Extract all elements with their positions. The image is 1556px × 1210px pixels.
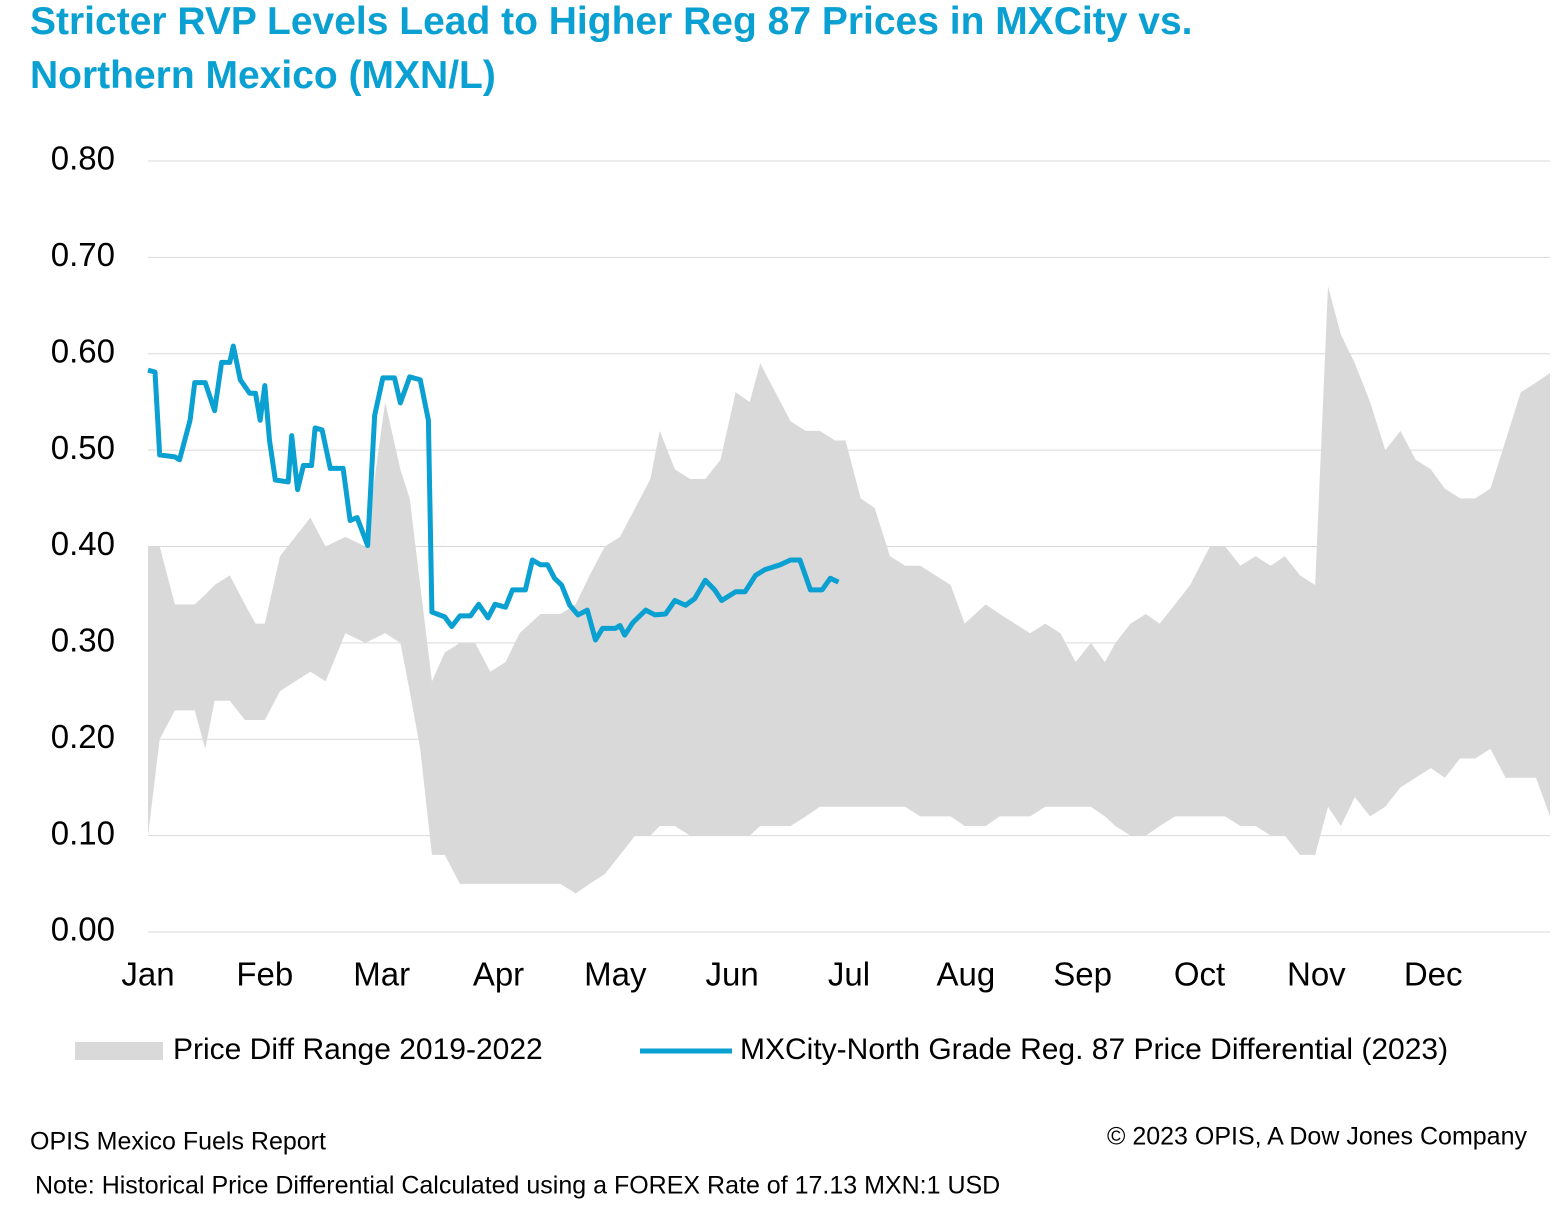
chart-title: Stricter RVP Levels Lead to Higher Reg 8… — [30, 0, 1193, 43]
y-tick-label: 0.10 — [51, 814, 115, 851]
legend-label: Price Diff Range 2019-2022 — [173, 1033, 543, 1066]
x-tick-label: Apr — [473, 956, 524, 993]
copyright: © 2023 OPIS, A Dow Jones Company — [1107, 1123, 1528, 1151]
y-tick-label: 0.50 — [51, 429, 115, 466]
y-tick-label: 0.60 — [51, 332, 115, 369]
y-tick-label: 0.00 — [51, 911, 115, 948]
x-tick-label: Jan — [121, 956, 174, 993]
x-tick-label: Oct — [1174, 956, 1225, 993]
legend-label: MXCity-North Grade Reg. 87 Price Differe… — [740, 1033, 1448, 1066]
x-tick-label: Aug — [936, 956, 995, 993]
legend-swatch — [75, 1042, 163, 1060]
x-tick-label: Jul — [828, 956, 870, 993]
x-tick-label: Dec — [1404, 956, 1463, 993]
line — [147, 343, 840, 643]
source: OPIS Mexico Fuels Report — [30, 1128, 326, 1156]
x-tick-label: May — [584, 956, 647, 993]
y-tick-label: 0.20 — [51, 718, 115, 755]
note: Note: Historical Price Differential Calc… — [35, 1172, 1000, 1200]
x-tick-label: Mar — [353, 956, 410, 993]
x-tick-label: Jun — [706, 956, 759, 993]
grid — [148, 160, 1550, 933]
y-tick-label: 0.70 — [51, 236, 115, 273]
y-tick-label: 0.30 — [51, 622, 115, 659]
x-tick-label: Feb — [236, 956, 293, 993]
range-area — [148, 286, 1550, 894]
chart-title: Northern Mexico (MXN/L) — [30, 54, 496, 97]
y-tick-label: 0.80 — [51, 140, 115, 177]
x-tick-label: Nov — [1287, 956, 1346, 993]
plot-area: 0.00 0.10 0.20 0.30 0.40 0.50 0.60 0.70 0.80 Jan F… — [51, 140, 1550, 1066]
y-tick-label: 0.40 — [51, 525, 115, 562]
x-tick-label: Sep — [1053, 956, 1112, 993]
